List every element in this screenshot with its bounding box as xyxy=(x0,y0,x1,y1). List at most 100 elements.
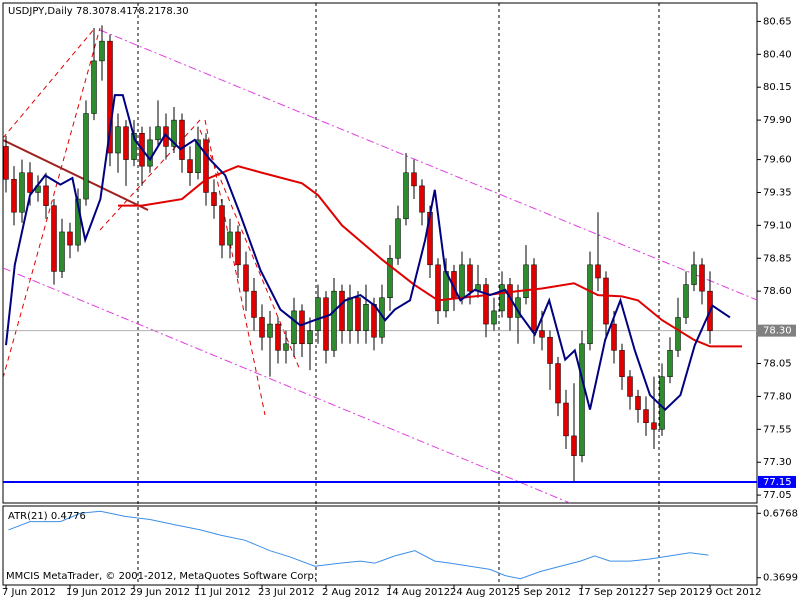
candle-body xyxy=(683,284,689,318)
y-tick-label: 77.80 xyxy=(763,391,792,402)
header-value: 78.30 xyxy=(160,6,189,17)
candle-body xyxy=(667,350,673,377)
candle-body xyxy=(283,343,289,351)
candle-body xyxy=(331,290,337,351)
candle-body xyxy=(355,297,361,331)
header-value: 78.21 xyxy=(132,6,161,17)
indicator-line xyxy=(8,510,709,580)
hline-label: 77.15 xyxy=(763,477,792,488)
candle-body xyxy=(83,113,89,200)
fan-line xyxy=(199,129,301,371)
trend-line xyxy=(3,139,149,211)
candle-body xyxy=(315,297,321,331)
candle-body xyxy=(11,179,17,213)
fan-line xyxy=(3,27,96,139)
y-tick-label: 79.35 xyxy=(763,187,792,198)
fan-line xyxy=(3,27,101,379)
header-value: 78.41 xyxy=(104,6,133,17)
candle-body xyxy=(307,330,313,345)
candle-body xyxy=(403,172,409,220)
candle-body xyxy=(571,435,577,456)
y-tick-label: 78.60 xyxy=(763,286,792,297)
y-tick-label: 77.30 xyxy=(763,457,792,468)
candle-body xyxy=(387,258,393,298)
candle-body xyxy=(211,192,217,206)
candle-body xyxy=(603,277,609,325)
overlay-line xyxy=(5,94,731,411)
candle-body xyxy=(611,323,617,351)
candle-body xyxy=(75,198,81,246)
candle-body xyxy=(555,363,561,404)
candle-body xyxy=(107,40,113,154)
indicator-title: ATR(21) 0.4776 xyxy=(8,511,86,522)
candle-body xyxy=(147,139,153,167)
candle-body xyxy=(363,304,369,331)
y-tick-label: 80.15 xyxy=(763,82,792,93)
candle-body xyxy=(195,139,201,173)
current-price-box xyxy=(758,324,796,337)
candle-body xyxy=(459,264,465,298)
candle-body xyxy=(491,310,497,325)
fan-line xyxy=(99,119,201,231)
candle-body xyxy=(587,264,593,345)
candle-body xyxy=(675,317,681,351)
candle-body xyxy=(323,297,329,351)
x-tick-label: 27 Sep 2012 xyxy=(642,587,705,598)
candle-body xyxy=(59,231,65,272)
candle-body xyxy=(27,172,33,193)
candle-body xyxy=(467,264,473,292)
candle-body xyxy=(539,330,545,338)
sub-plot xyxy=(8,510,709,580)
current-price-label: 78.30 xyxy=(763,326,792,337)
candle-body xyxy=(419,185,425,213)
candle-body xyxy=(99,40,105,62)
candle-body xyxy=(347,297,353,331)
candle-body xyxy=(299,310,305,345)
candle-body xyxy=(499,284,505,312)
x-tick-label: 17 Sep 2012 xyxy=(578,587,641,598)
candle-body xyxy=(67,231,73,246)
sub-frame xyxy=(2,505,758,586)
y-tick-label: 79.60 xyxy=(763,155,792,166)
candle-body xyxy=(699,264,705,292)
y-tick-label: 78.05 xyxy=(763,359,792,370)
candle-body xyxy=(259,317,265,338)
candle-body xyxy=(91,60,97,114)
x-tick-label: 23 Jul 2012 xyxy=(258,587,315,598)
candle-body xyxy=(643,409,649,423)
candle-body xyxy=(219,205,225,246)
drawing-objects xyxy=(3,27,757,503)
hline-box xyxy=(758,475,796,488)
candle-body xyxy=(3,146,9,180)
candle-body xyxy=(51,205,57,272)
candle-body xyxy=(523,264,529,298)
main-plot xyxy=(3,25,757,483)
y-tick-label: 77.55 xyxy=(763,424,792,435)
candle-body xyxy=(43,185,49,206)
candle-body xyxy=(547,336,553,364)
y-tick-label: 79.90 xyxy=(763,115,792,126)
x-tick-label: 2 Aug 2012 xyxy=(322,587,380,598)
candle-body xyxy=(251,290,257,318)
candle-body xyxy=(187,159,193,173)
candle-body xyxy=(691,264,697,285)
x-tick-label: 9 Oct 2012 xyxy=(706,587,761,598)
candle-body xyxy=(371,304,377,338)
candle-body xyxy=(483,284,489,325)
x-tick-label: 5 Sep 2012 xyxy=(514,587,571,598)
candle-body xyxy=(155,126,161,141)
candle-body xyxy=(563,402,569,437)
main-frame xyxy=(2,2,758,504)
candle-body xyxy=(595,264,601,279)
candle-body xyxy=(123,126,129,160)
x-tick-label: 14 Aug 2012 xyxy=(386,587,450,598)
candle-body xyxy=(651,422,657,430)
x-tick-label: 24 Aug 2012 xyxy=(450,587,514,598)
chart-title: USDJPY,Daily xyxy=(8,6,73,17)
candle-body xyxy=(235,231,241,266)
y-tick-label: 77.05 xyxy=(763,490,792,501)
candle-body xyxy=(627,376,633,397)
channel-line xyxy=(3,267,571,503)
